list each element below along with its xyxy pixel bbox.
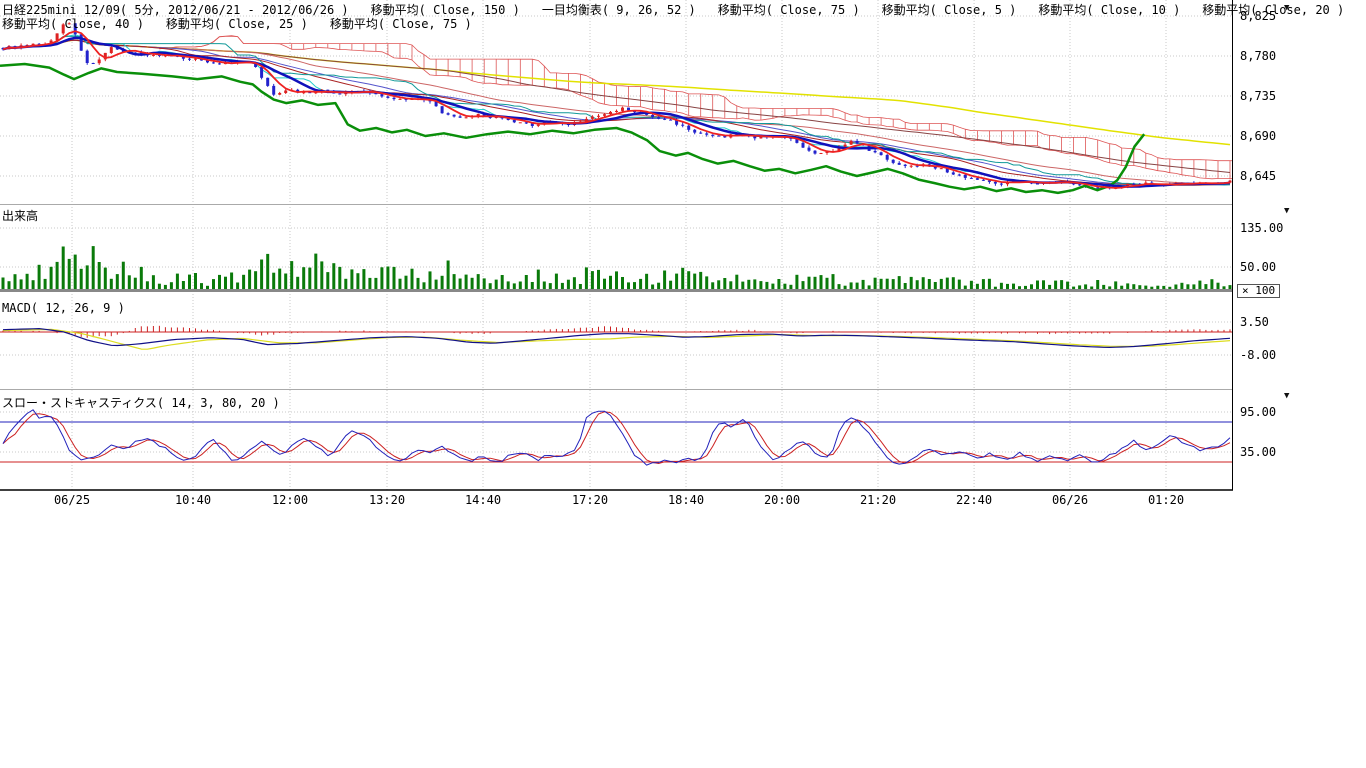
- time-axis-label: 13:20: [368, 493, 406, 507]
- time-axis-label: 06/25: [53, 493, 91, 507]
- macd-axis-label: 3.50: [1240, 314, 1269, 329]
- instrument-title: 日経225mini 12/09( 5分, 2012/06/21 - 2012/0…: [2, 3, 349, 17]
- chart-legend-row-1: 日経225mini 12/09( 5分, 2012/06/21 - 2012/0…: [2, 1, 1366, 18]
- time-axis-label: 14:40: [464, 493, 502, 507]
- indicator-legend-item[interactable]: 移動平均( Close, 75 ): [717, 3, 860, 17]
- time-axis-label: 18:40: [667, 493, 705, 507]
- indicator-legend-item[interactable]: 移動平均( Close, 40 ): [2, 17, 144, 31]
- indicator-legend-item[interactable]: 一目均衡表( 9, 26, 52 ): [541, 3, 696, 17]
- stoch-panel-label: スロー・ストキャスティクス( 14, 3, 80, 20 ): [2, 396, 280, 410]
- indicator-legend-item[interactable]: 移動平均( Close, 20 ): [1202, 3, 1345, 17]
- indicator-legend-item[interactable]: 移動平均( Close, 75 ): [329, 17, 472, 31]
- price-axis-label: 8,645: [1240, 169, 1277, 183]
- macd-panel-label: MACD( 12, 26, 9 ): [2, 301, 125, 315]
- chart-legend-row-2: 移動平均( Close, 40 ) 移動平均( Close, 25 ) 移動平均( …: [2, 15, 494, 32]
- volume-multiplier-badge: × 100: [1237, 284, 1281, 298]
- time-axis-label: 21:20: [859, 493, 897, 507]
- indicator-legend-item[interactable]: 移動平均( Close, 150 ): [370, 3, 520, 17]
- stoch-panel-collapse-icon[interactable]: ▼: [1284, 391, 1290, 401]
- chart-canvas[interactable]: [0, 0, 1233, 491]
- time-axis-label: 10:40: [174, 493, 212, 507]
- indicator-legend-item[interactable]: 移動平均( Close, 25 ): [165, 17, 308, 31]
- price-axis-label: 8,780: [1240, 49, 1277, 63]
- time-axis-label: 01:20: [1147, 493, 1185, 507]
- stoch-axis-label: 95.00: [1240, 405, 1277, 419]
- price-axis-label: 8,690: [1240, 129, 1277, 143]
- indicator-legend-item[interactable]: 移動平均( Close, 10 ): [1038, 3, 1181, 17]
- macd-axis-label: -8.00: [1240, 347, 1277, 362]
- volume-panel-label: 出来高: [2, 209, 39, 223]
- stoch-axis-label: 35.00: [1240, 445, 1277, 459]
- time-axis-label: 06/26: [1051, 493, 1089, 507]
- time-axis-label: 22:40: [955, 493, 993, 507]
- volume-panel-collapse-icon[interactable]: ▼: [1284, 206, 1290, 216]
- volume-axis-label: 50.00: [1240, 260, 1277, 274]
- time-axis-label: 20:00: [763, 493, 801, 507]
- volume-axis-label: 135.00: [1240, 221, 1284, 235]
- price-panel-collapse-icon[interactable]: ▼: [1284, 3, 1290, 13]
- time-axis-label: 12:00: [271, 493, 309, 507]
- price-axis-label: 8,825: [1240, 9, 1277, 23]
- price-axis-label: 8,735: [1240, 89, 1277, 103]
- time-axis-label: 17:20: [571, 493, 609, 507]
- indicator-legend-item[interactable]: 移動平均( Close, 5 ): [881, 3, 1017, 17]
